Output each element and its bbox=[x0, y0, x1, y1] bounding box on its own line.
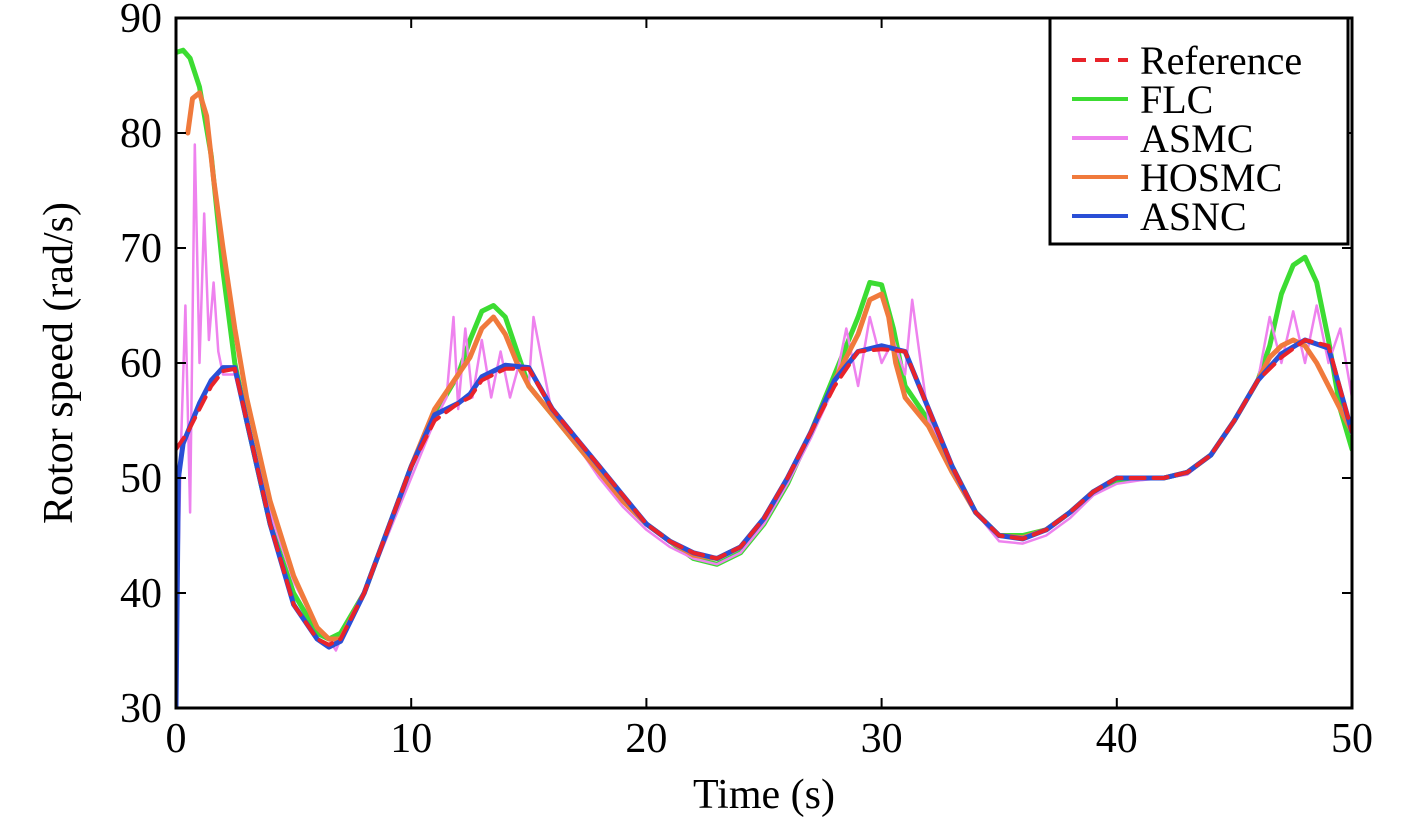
legend-box bbox=[1048, 16, 1350, 246]
x-axis-title: Time (s) bbox=[693, 772, 835, 818]
legend-label-reference: Reference bbox=[1140, 38, 1302, 83]
y-tick-label: 70 bbox=[120, 226, 162, 272]
x-tick-label: 0 bbox=[166, 716, 187, 762]
x-tick-label: 20 bbox=[625, 716, 667, 762]
y-tick-label: 90 bbox=[120, 0, 162, 42]
legend-label-hosmc: HOSMC bbox=[1140, 155, 1282, 200]
y-tick-label: 50 bbox=[120, 456, 162, 502]
legend-label-flc: FLC bbox=[1140, 77, 1213, 122]
x-tick-label: 40 bbox=[1096, 716, 1138, 762]
series-layer bbox=[176, 47, 1352, 708]
y-tick-label: 60 bbox=[120, 341, 162, 387]
y-tick-label: 40 bbox=[120, 571, 162, 617]
y-axis-title: Rotor speed (rad/s) bbox=[36, 202, 82, 524]
y-tick-label: 30 bbox=[120, 686, 162, 732]
x-tick-label: 10 bbox=[390, 716, 432, 762]
y-tick-label: 80 bbox=[120, 111, 162, 157]
ticks-layer: 0 10 20 30 40 50 30 40 50 60 70 80 90 bbox=[120, 0, 1373, 762]
legend-label-asmc: ASMC bbox=[1140, 116, 1253, 161]
legend-label-asnc: ASNC bbox=[1140, 194, 1247, 239]
series-line-reference bbox=[176, 338, 1352, 647]
x-tick-label: 30 bbox=[861, 716, 903, 762]
x-tick-label: 50 bbox=[1331, 716, 1373, 762]
